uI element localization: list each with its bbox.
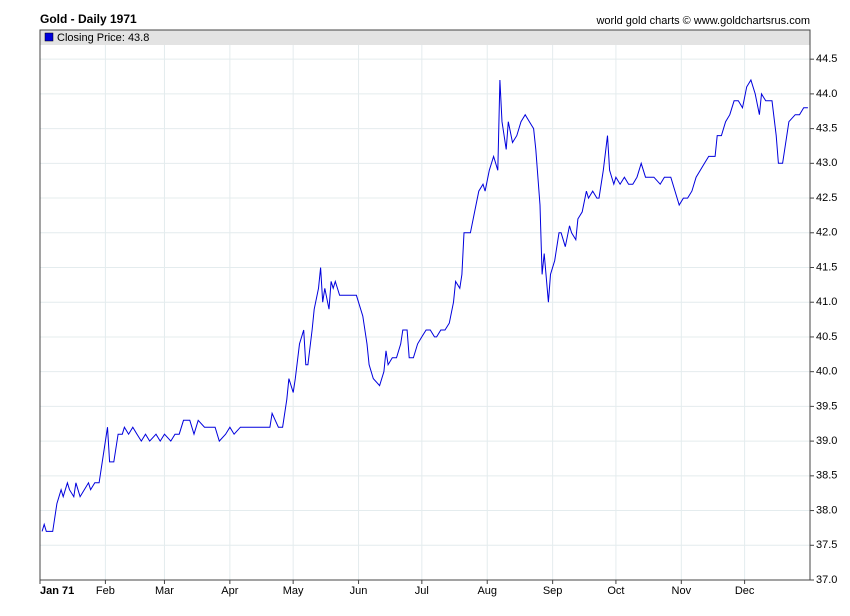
x-tick-label: Dec: [735, 585, 755, 597]
y-tick-label: 38.0: [816, 504, 837, 516]
y-tick-label: 39.0: [816, 435, 837, 447]
y-tick-label: 38.5: [816, 470, 837, 482]
x-tick-label: Mar: [155, 585, 174, 597]
x-tick-label: Sep: [543, 585, 563, 597]
chart-title: Gold - Daily 1971: [40, 12, 137, 26]
legend-name: Closing Price: [57, 32, 122, 44]
x-tick-label: May: [283, 585, 304, 597]
x-tick-label: Apr: [221, 585, 238, 597]
x-tick-label: Jul: [415, 585, 429, 597]
y-tick-label: 40.5: [816, 331, 837, 343]
x-tick-label: Jun: [350, 585, 368, 597]
chart-source: world gold charts © www.goldchartsrus.co…: [595, 15, 810, 27]
y-tick-label: 40.0: [816, 366, 837, 378]
plot-border: [39, 29, 811, 581]
y-tick-label: 42.0: [816, 227, 837, 239]
legend-band: [40, 30, 810, 45]
legend-swatch: [44, 32, 54, 42]
x-tick-label: Oct: [607, 585, 624, 597]
legend-separator: :: [122, 32, 128, 44]
y-tick-label: 39.5: [816, 400, 837, 412]
y-tick-label: 44.0: [816, 88, 837, 100]
y-tick-label: 37.0: [816, 574, 837, 586]
y-tick-label: 37.5: [816, 539, 837, 551]
y-tick-label: 44.5: [816, 53, 837, 65]
legend-value: 43.8: [128, 32, 149, 44]
y-tick-label: 41.0: [816, 296, 837, 308]
x-tick-label: Aug: [477, 585, 497, 597]
legend-label: Closing Price: 43.8: [57, 32, 149, 44]
plot-area: [40, 30, 810, 580]
y-tick-label: 43.0: [816, 157, 837, 169]
x-tick-label: Nov: [672, 585, 692, 597]
price-line: [41, 78, 808, 532]
y-tick-label: 43.5: [816, 123, 837, 135]
x-tick-label: Feb: [96, 585, 115, 597]
y-tick-label: 42.5: [816, 192, 837, 204]
y-tick-label: 41.5: [816, 261, 837, 273]
x-tick-label: Jan 71: [40, 585, 74, 597]
